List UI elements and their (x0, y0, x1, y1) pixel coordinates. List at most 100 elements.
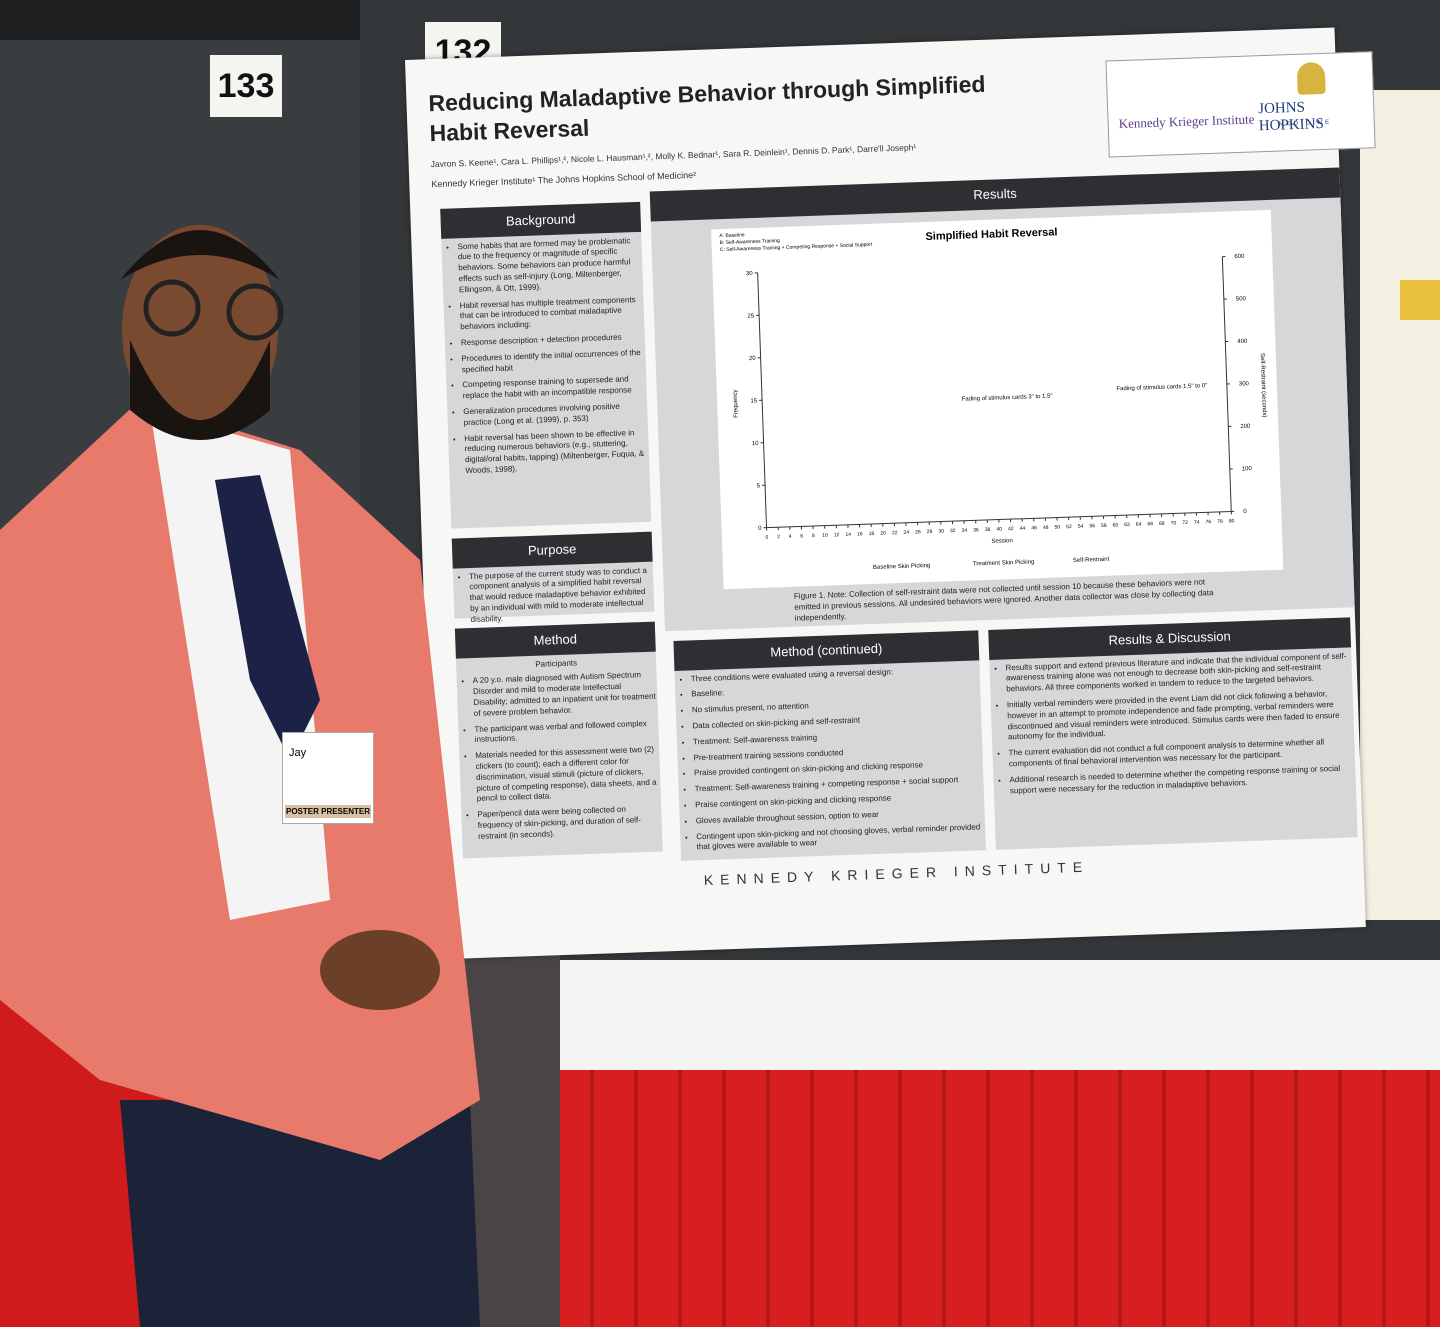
bullet: Results support and extend previous lite… (1005, 651, 1352, 695)
annotation: Fading of stimulus cards 1.5" to 0" (1116, 383, 1207, 392)
y-tick-label: 5 (757, 483, 761, 489)
x-tick-label: 6 (800, 533, 803, 539)
x-tick-label: 24 (903, 530, 909, 536)
x-tick-label: 62 (1124, 522, 1130, 528)
x-tick-label: 76 (1205, 519, 1211, 525)
legend-entry: Self-Restraint (1073, 557, 1110, 564)
y2-tick-label: 600 (1234, 254, 1245, 260)
poster-footer: KENNEDY KRIEGER INSTITUTE (703, 858, 1090, 889)
y-tick-label: 25 (747, 313, 755, 319)
x-tick-label: 8 (812, 533, 815, 539)
x-tick-label: 32 (950, 528, 956, 534)
x-tick-label: 60 (1113, 522, 1119, 528)
x-tick-label: 50 (1054, 524, 1060, 530)
x-tick-label: 56 (1089, 523, 1095, 529)
bullet: Initially verbal reminders were provided… (1007, 688, 1354, 743)
poster: Reducing Maladaptive Behavior through Si… (405, 27, 1376, 960)
y2-tick-label: 0 (1243, 509, 1247, 515)
x-tick-label: 44 (1020, 526, 1026, 532)
x-tick-label: 16 (857, 531, 863, 537)
x-tick-label: 4 (789, 534, 792, 540)
x-tick-label: 14 (845, 532, 851, 538)
x-tick-label: 74 (1194, 520, 1200, 526)
legend-entry: Baseline Skin Picking (873, 563, 931, 571)
condition-label: A: Baseline (719, 232, 745, 239)
x-tick-label: 54 (1078, 524, 1084, 530)
x-tick-label: 40 (996, 526, 1002, 532)
x-tick-label: 64 (1136, 522, 1142, 528)
bullet: Contingent upon skin-picking and not cho… (696, 822, 986, 854)
y2-tick-label: 100 (1242, 466, 1253, 472)
table-skirt (550, 1070, 1440, 1327)
logos: Kennedy Krieger Institute JOHNS HOPKINS … (1105, 51, 1376, 158)
x-axis-label: Session (991, 538, 1013, 545)
badge-ribbon: POSTER PRESENTER (285, 805, 371, 818)
x-tick-label: 48 (1043, 525, 1049, 531)
x-tick-label: 78 (1217, 519, 1223, 525)
condition-label: C: Self-Awareness Training + Competing R… (720, 242, 873, 253)
y2-tick-label: 200 (1240, 424, 1251, 430)
y-tick-label: 30 (746, 271, 754, 277)
presenter (0, 225, 480, 1327)
y-tick-label: 0 (758, 526, 762, 532)
x-tick-label: 70 (1171, 520, 1177, 526)
x-tick-label: 42 (1008, 526, 1014, 532)
bullet-list: Three conditions were evaluated using a … (675, 664, 986, 854)
results-panel: Results Simplified Habit Reversal A: Base… (649, 167, 1355, 632)
x-tick-label: 66 (1147, 521, 1153, 527)
trousers (120, 1100, 480, 1327)
x-tick-label: 58 (1101, 523, 1107, 529)
glasses (226, 283, 284, 341)
axis (1221, 256, 1232, 512)
method-continued-panel: Method (continued)Three conditions were … (673, 630, 986, 861)
x-tick-label: 52 (1066, 524, 1072, 530)
badge-name: Jay (289, 747, 307, 759)
badge: Jay POSTER PRESENTER (282, 732, 374, 824)
x-tick-label: 26 (915, 529, 921, 535)
poster-title: Reducing Maladaptive Behavior through Si… (428, 70, 986, 147)
x-tick-label: 34 (962, 528, 968, 534)
logo-dome (1296, 61, 1326, 95)
y2-tick-label: 500 (1236, 296, 1247, 302)
y-tick-label: 15 (750, 398, 758, 404)
logo-kki: Kennedy Krieger Institute (1118, 111, 1255, 132)
glasses (143, 279, 201, 337)
y2-axis-label: Self-Restraint (seconds) (1259, 353, 1267, 418)
x-tick-label: 22 (892, 530, 898, 536)
next-poster-accent (1400, 280, 1440, 320)
hands (320, 930, 440, 1010)
x-tick-label: 0 (765, 535, 768, 541)
x-tick-label: 2 (777, 534, 780, 540)
annotation: Fading of stimulus cards 3" to 1.5" (962, 394, 1053, 403)
tie (215, 475, 320, 760)
x-tick-label: 80 (1229, 518, 1235, 524)
x-tick-label: 30 (938, 528, 944, 534)
bullet-list: Results support and extend previous lite… (989, 651, 1355, 797)
x-tick-label: 12 (834, 532, 840, 538)
face (122, 225, 278, 435)
x-tick-label: 72 (1182, 520, 1188, 526)
x-tick-label: 38 (985, 527, 991, 533)
booth-number: 133 (210, 55, 282, 117)
y2-tick-label: 300 (1239, 381, 1250, 387)
y-tick-label: 10 (752, 441, 760, 447)
results-discussion-panel: Results & DiscussionResults support and … (988, 617, 1358, 850)
y-axis-label: Frequency (733, 389, 740, 418)
x-tick-label: 36 (973, 527, 979, 533)
x-tick-label: 46 (1031, 525, 1037, 531)
x-tick-label: 28 (927, 529, 933, 535)
beard (130, 340, 270, 440)
condition-label: B: Self-Awareness Training (719, 238, 780, 246)
y-tick-label: 20 (749, 356, 757, 362)
chart-title: Simplified Habit Reversal (925, 226, 1057, 243)
legend-entry: Treatment Skin Picking (973, 559, 1035, 567)
x-tick-label: 68 (1159, 521, 1165, 527)
x-tick-label: 10 (822, 533, 828, 539)
x-tick-label: 20 (880, 531, 886, 537)
x-tick-label: 18 (869, 531, 875, 537)
logo-jh: JOHNS HOPKINS (1257, 99, 1325, 135)
y2-tick-label: 400 (1237, 339, 1248, 345)
hair (120, 230, 280, 280)
